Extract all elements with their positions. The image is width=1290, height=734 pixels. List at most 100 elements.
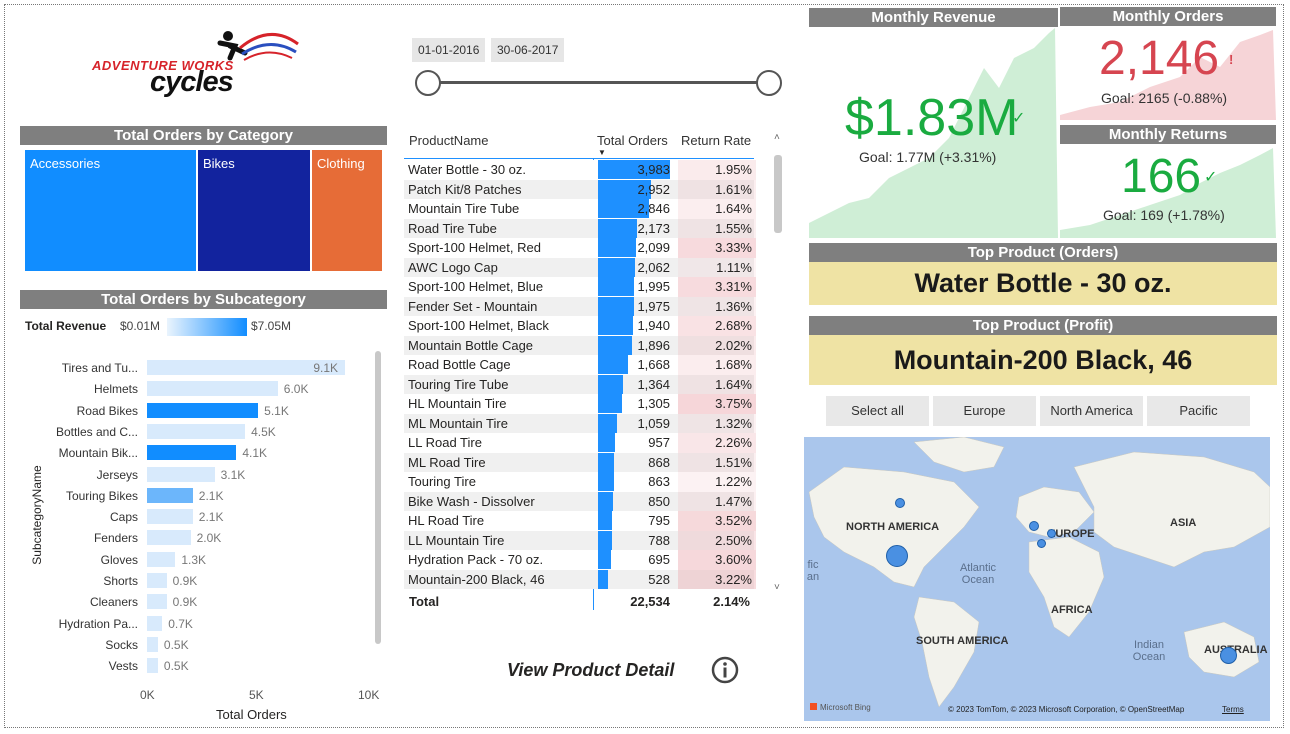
table-row[interactable]: HL Road Tire 795 3.52% — [404, 511, 756, 531]
orders-cell: 2,846 — [637, 201, 670, 216]
product-name-cell: Touring Tire Tube — [408, 376, 509, 392]
returns-value: 166 — [1121, 150, 1202, 203]
bar-label: Shorts — [103, 574, 138, 588]
bar[interactable] — [147, 594, 167, 610]
bar[interactable] — [147, 615, 163, 631]
table-row[interactable]: Bike Wash - Dissolver 850 1.47% — [404, 491, 756, 511]
table-row[interactable]: Fender Set - Mountain 1,975 1.36% — [404, 296, 756, 316]
return-rate-value: 1.64% — [715, 376, 752, 392]
check-icon: ✓ — [1012, 110, 1026, 127]
table-row[interactable]: AWC Logo Cap 2,062 1.11% — [404, 257, 756, 277]
bar[interactable] — [147, 381, 278, 397]
table-scrollbar[interactable] — [774, 155, 782, 233]
bar[interactable] — [147, 530, 191, 546]
scroll-down-icon[interactable]: ˅ — [774, 582, 780, 593]
orders-databar — [598, 374, 623, 394]
treemap-clothing[interactable]: Clothing — [312, 150, 382, 271]
bubble-canada[interactable] — [895, 498, 905, 508]
bubble-germany[interactable] — [1047, 529, 1056, 538]
region-north-america-button[interactable]: North America — [1040, 396, 1143, 426]
view-product-detail-button[interactable]: View Product Detail — [507, 660, 675, 680]
treemap-bikes[interactable]: Bikes — [198, 150, 310, 271]
world-map[interactable]: NORTH AMERICA EUROPE ASIA AFRICA SOUTH A… — [804, 437, 1270, 721]
bubble-usa[interactable] — [886, 545, 908, 567]
orders-goal: Goal: 2165 (-0.88%) — [1101, 90, 1228, 106]
table-row[interactable]: Sport-100 Helmet, Red 2,099 3.33% — [404, 238, 756, 258]
date-end-input[interactable]: 30-06-2017 — [491, 38, 565, 62]
col-header-product[interactable]: ProductName — [409, 133, 489, 148]
bar-value-label: 0.9K — [172, 574, 198, 588]
orders-cell: 795 — [648, 513, 670, 528]
return-rate-value: 2.26% — [715, 435, 752, 450]
return-rate-value: 3.22% — [715, 571, 752, 587]
table-row[interactable]: Road Tire Tube 2,173 1.55% — [404, 218, 756, 238]
bubble-france[interactable] — [1037, 539, 1046, 548]
info-icon[interactable] — [711, 656, 739, 684]
product-name-cell: Sport-100 Helmet, Blue — [408, 279, 544, 294]
orders-databar — [598, 199, 650, 218]
return-rate-cell: 2.68% — [678, 316, 756, 336]
table-row[interactable]: ML Mountain Tire 1,059 1.32% — [404, 413, 756, 433]
bar[interactable] — [147, 573, 167, 588]
bar[interactable] — [147, 658, 158, 674]
table-row[interactable]: LL Road Tire 957 2.26% — [404, 433, 756, 453]
region-pacific-button[interactable]: Pacific — [1147, 396, 1250, 426]
orders-cell: 2,062 — [637, 259, 670, 275]
date-slider-track[interactable] — [427, 81, 767, 84]
treemap-label: Clothing — [317, 156, 365, 171]
revenue-value: $1.83M — [845, 89, 1019, 147]
table-row[interactable]: Hydration Pack - 70 oz. 695 3.60% — [404, 550, 756, 570]
bar[interactable] — [147, 487, 193, 503]
orders-databar — [598, 179, 652, 199]
table-row[interactable]: Patch Kit/8 Patches 2,952 1.61% — [404, 179, 756, 199]
bar[interactable] — [147, 636, 158, 652]
x-tick-label: 0K — [140, 688, 155, 702]
product-name-cell: ML Mountain Tire — [408, 415, 508, 431]
product-name-cell: Mountain Tire Tube — [408, 201, 520, 216]
date-slider-start-handle[interactable] — [415, 70, 441, 96]
bar[interactable] — [147, 509, 193, 525]
table-row[interactable]: Water Bottle - 30 oz. 3,983 1.95% — [404, 160, 756, 180]
scroll-up-icon[interactable]: ˄ — [774, 132, 780, 143]
table-row[interactable]: LL Mountain Tire 788 2.50% — [404, 530, 756, 550]
bar[interactable] — [147, 445, 237, 461]
warning-icon: ! — [1229, 52, 1234, 67]
bubble-uk[interactable] — [1029, 521, 1039, 531]
date-start-input[interactable]: 01-01-2016 — [412, 38, 486, 62]
table-row[interactable]: Mountain-200 Black, 46 528 3.22% — [404, 569, 756, 589]
product-name-cell: AWC Logo Cap — [408, 259, 498, 275]
table-row[interactable]: Mountain Bottle Cage 1,896 2.02% — [404, 335, 756, 355]
col-header-return[interactable]: Return Rate — [681, 133, 752, 148]
bar[interactable] — [147, 551, 176, 567]
table-row[interactable]: Touring Tire Tube 1,364 1.64% — [404, 374, 756, 394]
total-return-rate: 2.14% — [713, 594, 750, 609]
treemap-accessories[interactable]: Accessories — [25, 150, 196, 271]
chart-scrollbar[interactable] — [375, 351, 381, 644]
label-australia: AUSTRALIA — [1204, 644, 1268, 656]
table-row[interactable]: Touring Tire 863 1.22% — [404, 472, 756, 492]
bar[interactable] — [147, 423, 246, 439]
table-row[interactable]: Sport-100 Helmet, Blue 1,995 3.31% — [404, 277, 756, 297]
table-row[interactable]: Road Bottle Cage 1,668 1.68% — [404, 355, 756, 375]
map-terms-link[interactable]: Terms — [1222, 705, 1244, 714]
return-rate-value: 3.52% — [715, 513, 752, 528]
table-row[interactable]: HL Mountain Tire 1,305 3.75% — [404, 394, 756, 414]
bar[interactable] — [147, 360, 346, 375]
date-slider-end-handle[interactable] — [756, 70, 782, 96]
table-row[interactable]: ML Road Tire 868 1.51% — [404, 452, 756, 472]
return-rate-cell: 3.33% — [678, 238, 756, 258]
legend-min: $0.01M — [120, 319, 161, 333]
table-row[interactable]: Mountain Tire Tube 2,846 1.64% — [404, 199, 756, 219]
bubble-australia[interactable] — [1220, 647, 1237, 664]
col-header-orders[interactable]: Total Orders — [597, 133, 668, 148]
top-orders-value: Water Bottle - 30 oz. — [809, 262, 1277, 305]
bar[interactable] — [147, 402, 259, 418]
bar[interactable] — [147, 466, 215, 482]
region-europe-button[interactable]: Europe — [933, 396, 1036, 426]
product-name-cell: ML Road Tire — [408, 454, 486, 470]
product-name-cell: Patch Kit/8 Patches — [408, 181, 522, 197]
region-select-all-button[interactable]: Select all — [826, 396, 929, 426]
table-row[interactable]: Sport-100 Helmet, Black 1,940 2.68% — [404, 316, 756, 336]
orders-cell: 1,995 — [637, 279, 670, 294]
orders-databar — [598, 452, 614, 472]
